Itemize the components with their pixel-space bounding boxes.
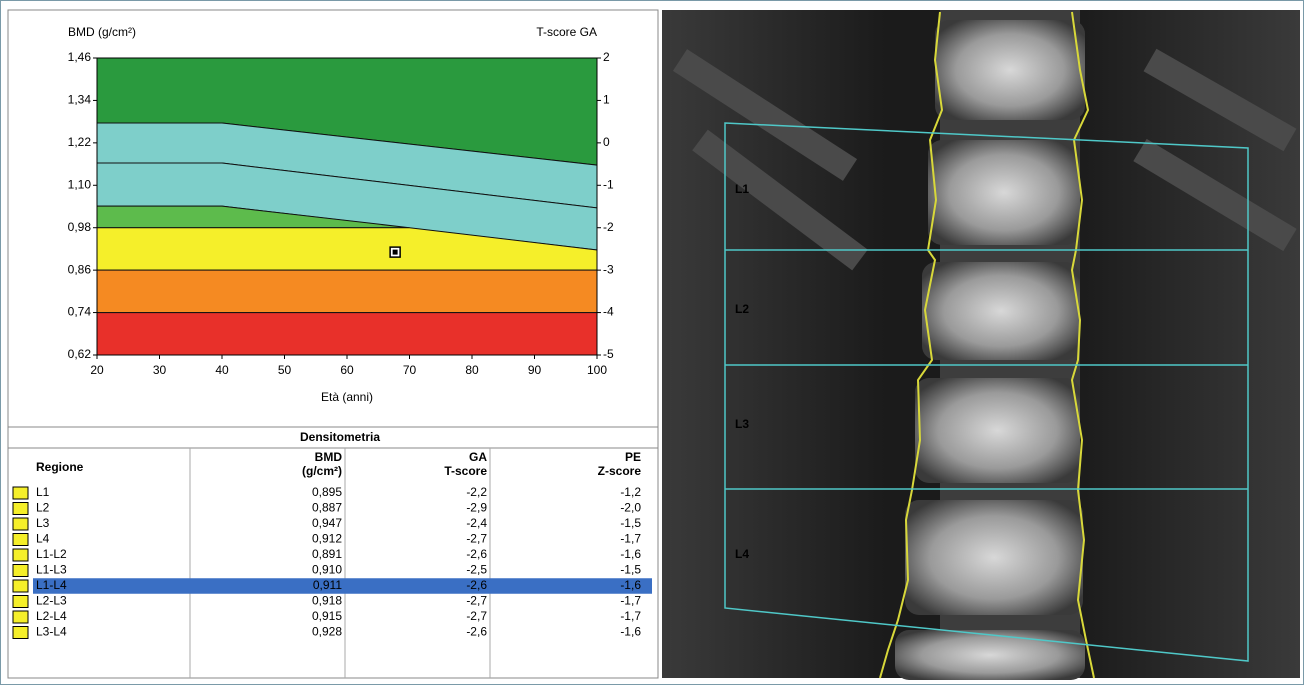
y-tick-label: 0,98 bbox=[68, 220, 92, 234]
table-cell: -2,6 bbox=[466, 625, 487, 639]
table-cell: -2,6 bbox=[466, 547, 487, 561]
table-cell: 0,947 bbox=[312, 516, 342, 530]
y-tick-label: 1,10 bbox=[68, 177, 92, 191]
table-cell: -2,0 bbox=[620, 501, 641, 515]
table-cell: -1,2 bbox=[620, 485, 641, 499]
table-cell: -2,7 bbox=[466, 594, 487, 608]
y-axis-label: BMD (g/cm²) bbox=[68, 25, 136, 39]
table-cell: 0,911 bbox=[313, 578, 342, 592]
y2-tick-label: -1 bbox=[603, 177, 614, 191]
table-cell: -2,5 bbox=[466, 563, 487, 577]
table-cell: 0,891 bbox=[312, 547, 342, 561]
table-cell: -1,6 bbox=[620, 625, 641, 639]
table-cell: -1,7 bbox=[620, 609, 641, 623]
band bbox=[97, 270, 597, 312]
row-swatch bbox=[13, 503, 28, 515]
patient-point-core bbox=[393, 250, 398, 255]
x-tick-label: 30 bbox=[153, 363, 167, 377]
y2-tick-label: -2 bbox=[603, 220, 614, 234]
x-tick-label: 90 bbox=[528, 363, 542, 377]
x-tick-label: 70 bbox=[403, 363, 417, 377]
column-header: PE bbox=[625, 450, 641, 464]
column-header: Regione bbox=[36, 460, 84, 474]
table-cell: -2,7 bbox=[466, 609, 487, 623]
y-tick-label: 1,22 bbox=[68, 135, 92, 149]
x-tick-label: 40 bbox=[215, 363, 229, 377]
table-cell: -1,5 bbox=[620, 563, 641, 577]
x-tick-label: 100 bbox=[587, 363, 607, 377]
y2-tick-label: 1 bbox=[603, 93, 610, 107]
y-tick-label: 0,74 bbox=[68, 305, 92, 319]
column-header: BMD bbox=[315, 450, 343, 464]
row-swatch bbox=[13, 487, 28, 499]
table-cell: L2-L3 bbox=[36, 594, 67, 608]
table-cell: -2,4 bbox=[466, 516, 487, 530]
y2-tick-label: 2 bbox=[603, 50, 610, 64]
table-cell: L1 bbox=[36, 485, 50, 499]
table-cell: 0,912 bbox=[312, 532, 342, 546]
band bbox=[97, 313, 597, 355]
table-cell: L3 bbox=[36, 516, 50, 530]
row-swatch bbox=[13, 611, 28, 623]
table-cell: L1-L4 bbox=[36, 578, 67, 592]
x-axis-label: Età (anni) bbox=[321, 390, 373, 404]
table-cell: L3-L4 bbox=[36, 625, 67, 639]
table-cell: L1-L3 bbox=[36, 563, 67, 577]
table-cell: -1,5 bbox=[620, 516, 641, 530]
y-tick-label: 1,34 bbox=[68, 93, 92, 107]
table-cell: 0,895 bbox=[312, 485, 342, 499]
table-cell: -1,7 bbox=[620, 594, 641, 608]
table-cell: -2,6 bbox=[466, 578, 487, 592]
column-header: Z-score bbox=[598, 464, 642, 478]
row-swatch bbox=[13, 518, 28, 530]
table-cell: L4 bbox=[36, 532, 50, 546]
row-swatch bbox=[13, 549, 28, 561]
x-tick-label: 60 bbox=[340, 363, 354, 377]
column-header: (g/cm²) bbox=[302, 464, 342, 478]
table-cell: -1,7 bbox=[620, 532, 641, 546]
y2-tick-label: -4 bbox=[603, 305, 614, 319]
table-cell: 0,918 bbox=[312, 594, 342, 608]
y-tick-label: 0,62 bbox=[68, 347, 92, 361]
table-cell: -1,6 bbox=[620, 578, 641, 592]
table-cell: 0,928 bbox=[312, 625, 342, 639]
selected-row bbox=[33, 578, 652, 594]
row-swatch bbox=[13, 580, 28, 592]
table-cell: 0,915 bbox=[312, 609, 342, 623]
vertebra-label: L4 bbox=[735, 547, 749, 561]
table-cell: -2,9 bbox=[466, 501, 487, 515]
table-cell: -2,7 bbox=[466, 532, 487, 546]
table-cell: 0,887 bbox=[312, 501, 342, 515]
table-cell: L1-L2 bbox=[36, 547, 67, 561]
vertebra-label: L1 bbox=[735, 182, 749, 196]
column-header: GA bbox=[469, 450, 487, 464]
table-cell: 0,910 bbox=[312, 563, 342, 577]
y2-tick-label: 0 bbox=[603, 135, 610, 149]
row-swatch bbox=[13, 596, 28, 608]
column-header: T-score bbox=[444, 464, 487, 478]
vertebra-label: L2 bbox=[735, 302, 749, 316]
table-title: Densitometria bbox=[300, 430, 380, 444]
row-swatch bbox=[13, 627, 28, 639]
vertebra-label: L3 bbox=[735, 417, 749, 431]
y-tick-label: 0,86 bbox=[68, 262, 92, 276]
screen: 0,62 0,74 0,86 0,98 1,10 1,22 1,34 1,46 -5 -4 -3 -2… bbox=[0, 0, 1304, 685]
x-tick-label: 20 bbox=[90, 363, 104, 377]
xray-image bbox=[662, 10, 1300, 680]
x-tick-label: 50 bbox=[278, 363, 292, 377]
table-cell: L2 bbox=[36, 501, 50, 515]
y2-tick-label: -3 bbox=[603, 262, 614, 276]
table-cell: L2-L4 bbox=[36, 609, 67, 623]
x-tick-label: 80 bbox=[465, 363, 479, 377]
row-swatch bbox=[13, 534, 28, 546]
table-cell: -2,2 bbox=[466, 485, 487, 499]
y-tick-label: 1,46 bbox=[68, 50, 92, 64]
y2-axis-label: T-score GA bbox=[536, 25, 597, 39]
row-swatch bbox=[13, 565, 28, 577]
y2-tick-label: -5 bbox=[603, 347, 614, 361]
table-cell: -1,6 bbox=[620, 547, 641, 561]
